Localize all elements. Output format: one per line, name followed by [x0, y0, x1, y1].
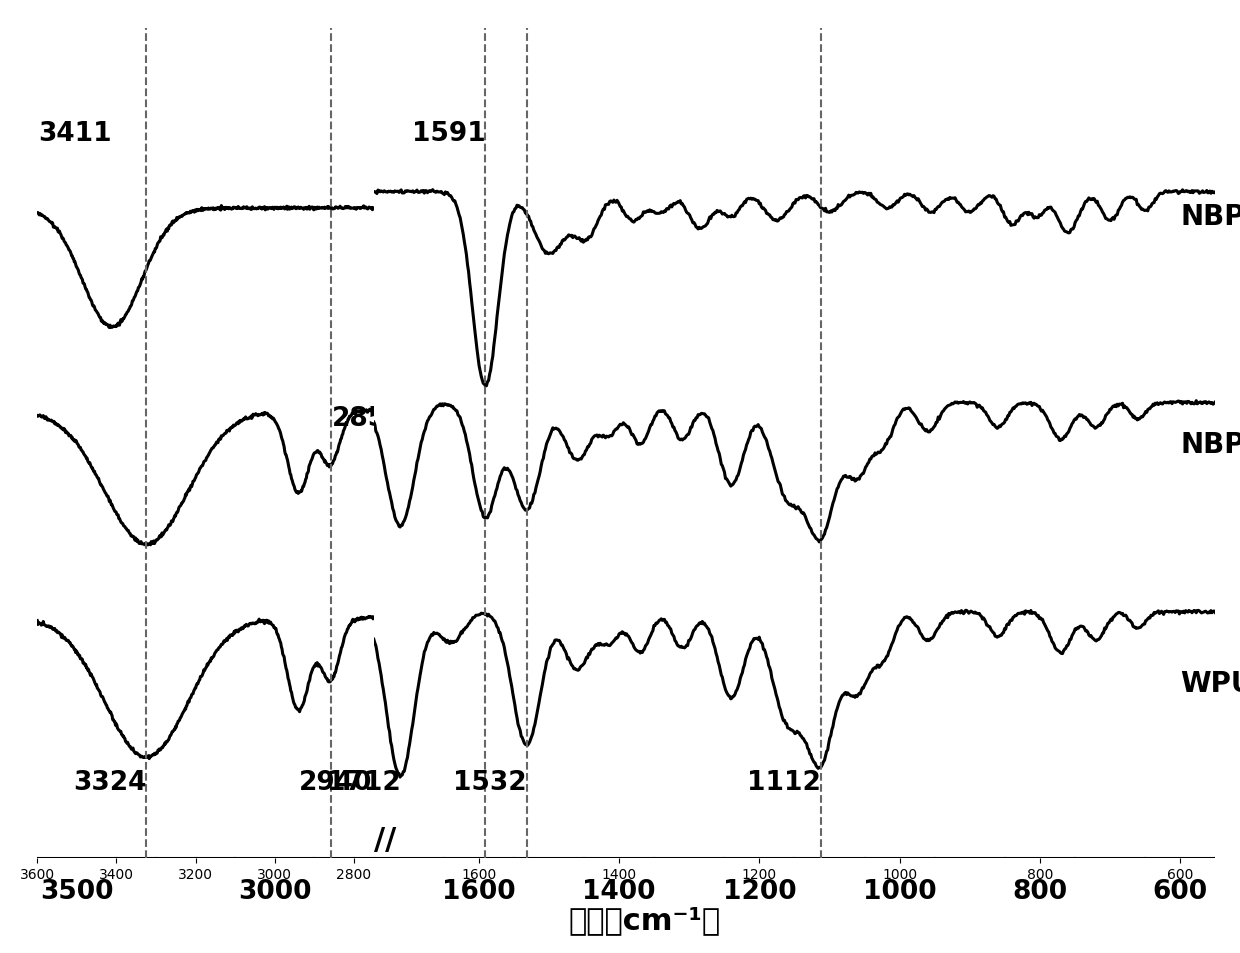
Text: 1400: 1400 — [583, 878, 656, 904]
Text: //: // — [373, 824, 396, 854]
Text: 3000: 3000 — [238, 878, 311, 904]
Text: 3500: 3500 — [40, 878, 114, 904]
Text: 3411: 3411 — [38, 121, 112, 148]
Text: 3324: 3324 — [73, 770, 146, 796]
Text: 1112: 1112 — [748, 770, 821, 796]
Text: 1532: 1532 — [453, 770, 527, 796]
Text: 2857: 2857 — [331, 406, 405, 432]
Text: 1000: 1000 — [863, 878, 936, 904]
Text: 1600: 1600 — [443, 878, 516, 904]
Text: 1200: 1200 — [723, 878, 796, 904]
Text: 1591: 1591 — [412, 121, 485, 148]
Text: WPU: WPU — [1180, 670, 1240, 698]
Text: NBP: NBP — [1180, 203, 1240, 231]
Text: 2940: 2940 — [299, 770, 372, 796]
Text: 600: 600 — [1152, 878, 1208, 904]
Text: 波数（cm⁻¹）: 波数（cm⁻¹） — [569, 905, 720, 934]
Text: NBP-WPU1: NBP-WPU1 — [1180, 430, 1240, 458]
Text: 800: 800 — [1012, 878, 1068, 904]
Text: 1712: 1712 — [326, 770, 401, 796]
